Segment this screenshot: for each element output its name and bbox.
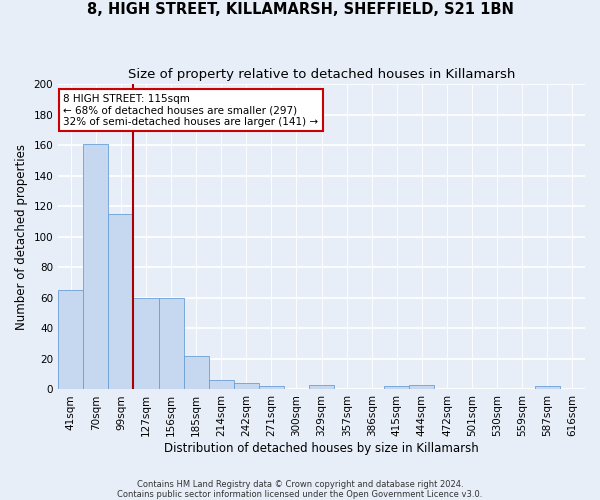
Bar	[385, 386, 409, 390]
Bar	[535, 386, 560, 390]
X-axis label: Distribution of detached houses by size in Killamarsh: Distribution of detached houses by size …	[164, 442, 479, 455]
Title: Size of property relative to detached houses in Killamarsh: Size of property relative to detached ho…	[128, 68, 515, 80]
Bar	[133, 298, 158, 390]
Text: 8 HIGH STREET: 115sqm
← 68% of detached houses are smaller (297)
32% of semi-det: 8 HIGH STREET: 115sqm ← 68% of detached …	[64, 94, 319, 127]
Bar	[234, 384, 259, 390]
Bar	[83, 144, 109, 390]
Text: 8, HIGH STREET, KILLAMARSH, SHEFFIELD, S21 1BN: 8, HIGH STREET, KILLAMARSH, SHEFFIELD, S…	[86, 2, 514, 18]
Y-axis label: Number of detached properties: Number of detached properties	[15, 144, 28, 330]
Bar	[158, 298, 184, 390]
Bar	[209, 380, 234, 390]
Bar	[309, 385, 334, 390]
Bar	[259, 386, 284, 390]
Text: Contains HM Land Registry data © Crown copyright and database right 2024.
Contai: Contains HM Land Registry data © Crown c…	[118, 480, 482, 499]
Bar	[184, 356, 209, 390]
Bar	[109, 214, 133, 390]
Bar	[409, 385, 434, 390]
Bar	[58, 290, 83, 390]
